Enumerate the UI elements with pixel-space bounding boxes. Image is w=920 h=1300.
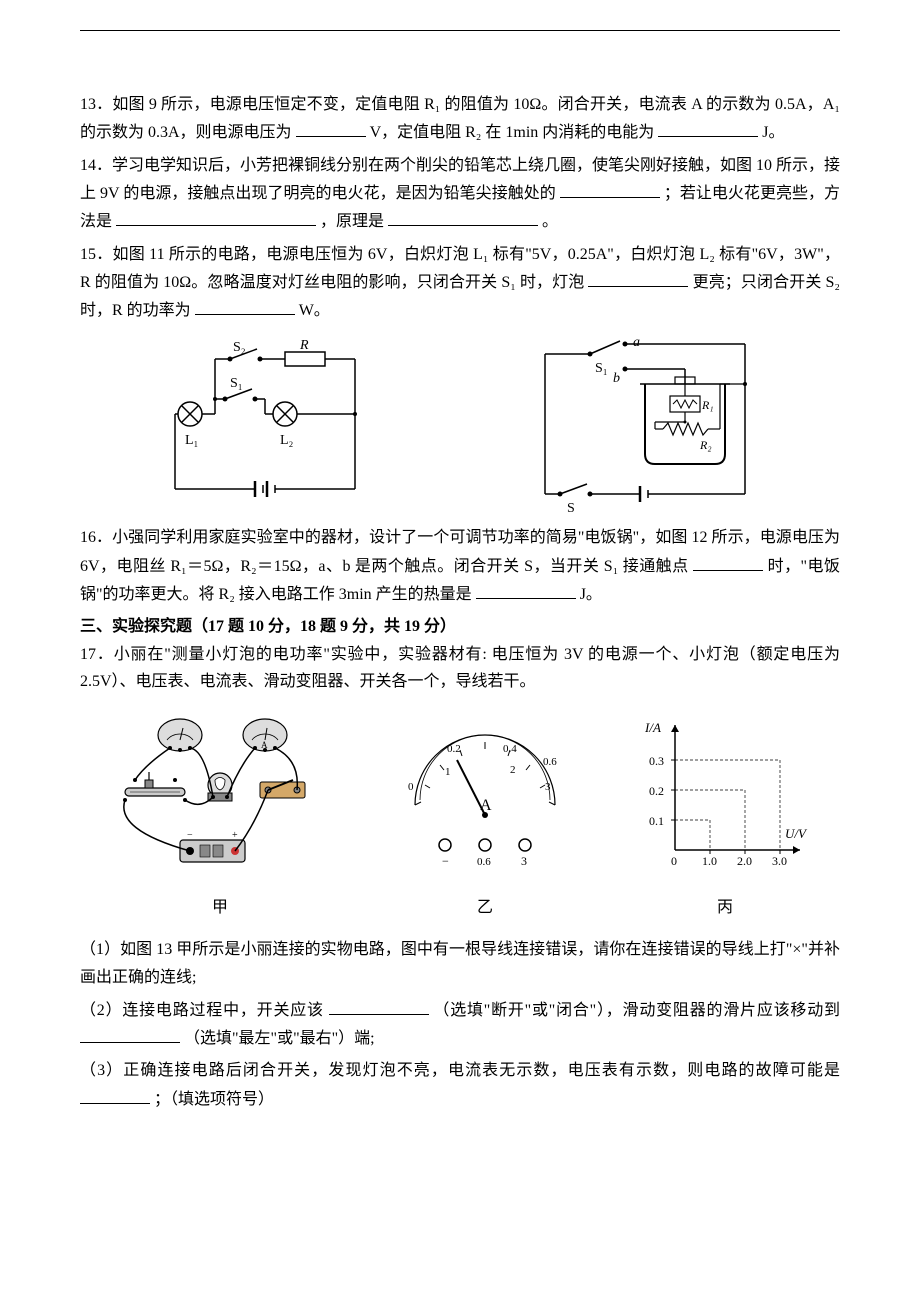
svg-text:3: 3: [521, 854, 527, 868]
q14-blank-3: [388, 207, 538, 226]
q17-sub2: （2）连接电路过程中，开关应该 （选填"断开"或"闭合"），滑动变阻器的滑片应该…: [80, 996, 840, 1053]
question-13: 13．如图 9 所示，电源电压恒定不变，定值电阻 R₁ 的阻值为 10Ω。闭合开…: [80, 91, 840, 147]
jia-label: 甲: [105, 894, 335, 921]
q14-blank-1: [560, 179, 660, 198]
svg-text:0.4: 0.4: [503, 743, 517, 755]
figure-circuit-12: S₁ a b R₁ R₂: [525, 334, 765, 514]
svg-text:1.0: 1.0: [702, 854, 717, 868]
svg-text:1: 1: [445, 766, 451, 778]
q15-text-3: W。: [299, 302, 330, 319]
q17-sub2-text3: （选填"最左"或"最右"）端;: [184, 1030, 375, 1047]
ammeter-a-label: A: [480, 797, 492, 814]
iv-graph-svg: 0 1.0 2.0 3.0 0.1 0.2 0.3 I/A U/V: [635, 710, 815, 880]
q15-blank-1: [588, 268, 688, 287]
q17-sub1: （1）如图 13 甲所示是小丽连接的实物电路，图中有一根导线连接错误，请你在连接…: [80, 936, 840, 990]
figure-jia: A −: [105, 710, 335, 921]
s1-label: S₁: [230, 376, 243, 391]
svg-text:0.2: 0.2: [649, 784, 664, 798]
a-label: a: [633, 335, 640, 350]
yi-label: 乙: [385, 894, 585, 921]
l2-label: L₂: [280, 433, 294, 448]
q14-text-3: ，原理是: [320, 213, 384, 230]
r2-label: R₂: [699, 438, 712, 452]
svg-text:0.1: 0.1: [649, 814, 664, 828]
figures-row-1: L₁ L₂ S₁ S₂: [80, 334, 840, 514]
svg-text:0.2: 0.2: [447, 743, 461, 755]
figure-yi: 0 0.2 0.4 3 1 2 0.6 A − 0.6 3 乙: [385, 710, 585, 921]
ammeter-dial-svg: 0 0.2 0.4 3 1 2 0.6 A − 0.6 3: [385, 710, 585, 880]
q17-sub3: （3）正确连接电路后闭合开关，发现灯泡不亮，电流表无示数，电压表有示数，则电路的…: [80, 1057, 840, 1113]
triple-figure: A −: [80, 710, 840, 921]
svg-text:0.6: 0.6: [477, 856, 491, 868]
svg-text:0.3: 0.3: [649, 754, 664, 768]
circuit-11-svg: L₁ L₂ S₁ S₂: [155, 339, 375, 509]
question-17-intro: 17．小丽在"测量小灯泡的电功率"实验中，实验器材有: 电压恒为 3V 的电源一…: [80, 641, 840, 695]
r1-label: R₁: [701, 398, 714, 412]
svg-text:+: +: [232, 830, 238, 841]
figure-circuit-11: L₁ L₂ S₁ S₂: [155, 339, 375, 509]
q16-text-3: J。: [580, 586, 602, 603]
svg-text:3.0: 3.0: [772, 854, 787, 868]
s2-label: S₂: [233, 340, 246, 355]
svg-text:0: 0: [408, 781, 414, 793]
q17-sub2-blank1: [329, 996, 429, 1015]
header-line: [80, 30, 840, 31]
q13-blank-2: [658, 118, 758, 137]
q17-sub3-blank1: [80, 1085, 150, 1104]
question-15: 15．如图 11 所示的电路，电源电压恒为 6V，白炽灯泡 L₁ 标有"5V，0…: [80, 241, 840, 325]
l1-label: L₁: [185, 433, 198, 448]
q15-blank-2: [195, 296, 295, 315]
physical-circuit-svg: A −: [105, 710, 335, 880]
q17-sub2-blank2: [80, 1024, 180, 1043]
svg-text:0.6: 0.6: [543, 756, 557, 768]
q16-blank-1: [693, 552, 763, 571]
q14-text-4: 。: [542, 213, 558, 230]
q17-sub3-text1: （3）正确连接电路后闭合开关，发现灯泡不亮，电流表无示数，电压表有示数，则电路的…: [80, 1062, 840, 1079]
svg-text:−: −: [442, 854, 449, 868]
question-16: 16．小强同学利用家庭实验室中的器材，设计了一个可调节功率的简易"电饭锅"，如图…: [80, 524, 840, 608]
q17-sub3-text2: ；（填选项符号）: [154, 1091, 274, 1108]
q13-text-3: J。: [762, 124, 784, 141]
q16-blank-2: [476, 580, 576, 599]
q17-sub2-text2: （选填"断开"或"闭合"），滑动变阻器的滑片应该移动到: [433, 1002, 840, 1019]
bing-label: 丙: [635, 894, 815, 921]
svg-text:0: 0: [671, 854, 677, 868]
b-label: b: [613, 371, 620, 386]
ylabel: I/A: [644, 720, 661, 735]
q14-blank-2: [116, 207, 316, 226]
q13-blank-1: [296, 118, 366, 137]
s-label: S: [567, 501, 575, 514]
q13-text-2: V，定值电阻 R₂ 在 1min 内消耗的电能为: [370, 124, 655, 141]
svg-text:−: −: [187, 830, 193, 841]
s1-12-label: S₁: [595, 361, 608, 376]
question-14: 14．学习电学知识后，小芳把裸铜线分别在两个削尖的铅笔芯上绕几圈，使笔尖刚好接触…: [80, 152, 840, 236]
svg-text:2.0: 2.0: [737, 854, 752, 868]
r-label: R: [299, 339, 309, 353]
svg-text:2: 2: [510, 764, 516, 776]
circuit-12-svg: S₁ a b R₁ R₂: [525, 334, 765, 514]
q17-sub2-text1: （2）连接电路过程中，开关应该: [80, 1002, 324, 1019]
figure-bing: 0 1.0 2.0 3.0 0.1 0.2 0.3 I/A U/V 丙: [635, 710, 815, 921]
section-3-title: 三、实验探究题（17 题 10 分，18 题 9 分，共 19 分）: [80, 613, 840, 640]
svg-text:3: 3: [545, 781, 551, 793]
xlabel: U/V: [785, 826, 808, 841]
